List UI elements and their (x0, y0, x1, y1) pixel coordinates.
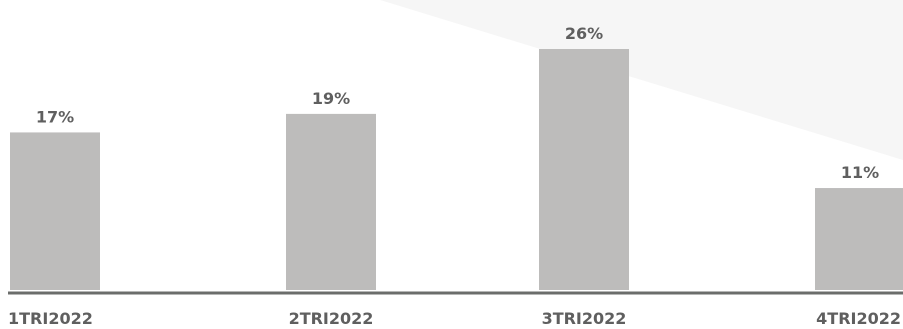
value-label-4tri2022: 11% (841, 163, 879, 182)
bar-1tri2022 (10, 132, 100, 290)
bars-group (10, 49, 903, 290)
background-shade (380, 0, 903, 160)
tick-label-2tri2022: 2TRI2022 (289, 309, 374, 328)
value-label-3tri2022: 26% (565, 24, 603, 43)
bar-4tri2022 (815, 188, 903, 290)
tick-label-3tri2022: 3TRI2022 (542, 309, 627, 328)
tick-label-4tri2022: 4TRI2022 (816, 309, 901, 328)
value-label-2tri2022: 19% (312, 89, 350, 108)
tick-labels-group: 1TRI2022 2TRI2022 3TRI2022 4TRI2022 (8, 309, 901, 328)
value-label-1tri2022: 17% (36, 107, 74, 126)
value-labels-group: 17% 19% 26% 11% (36, 24, 879, 182)
bar-3tri2022 (539, 49, 629, 290)
tick-label-1tri2022: 1TRI2022 (8, 309, 93, 328)
bar-2tri2022 (286, 113, 376, 290)
